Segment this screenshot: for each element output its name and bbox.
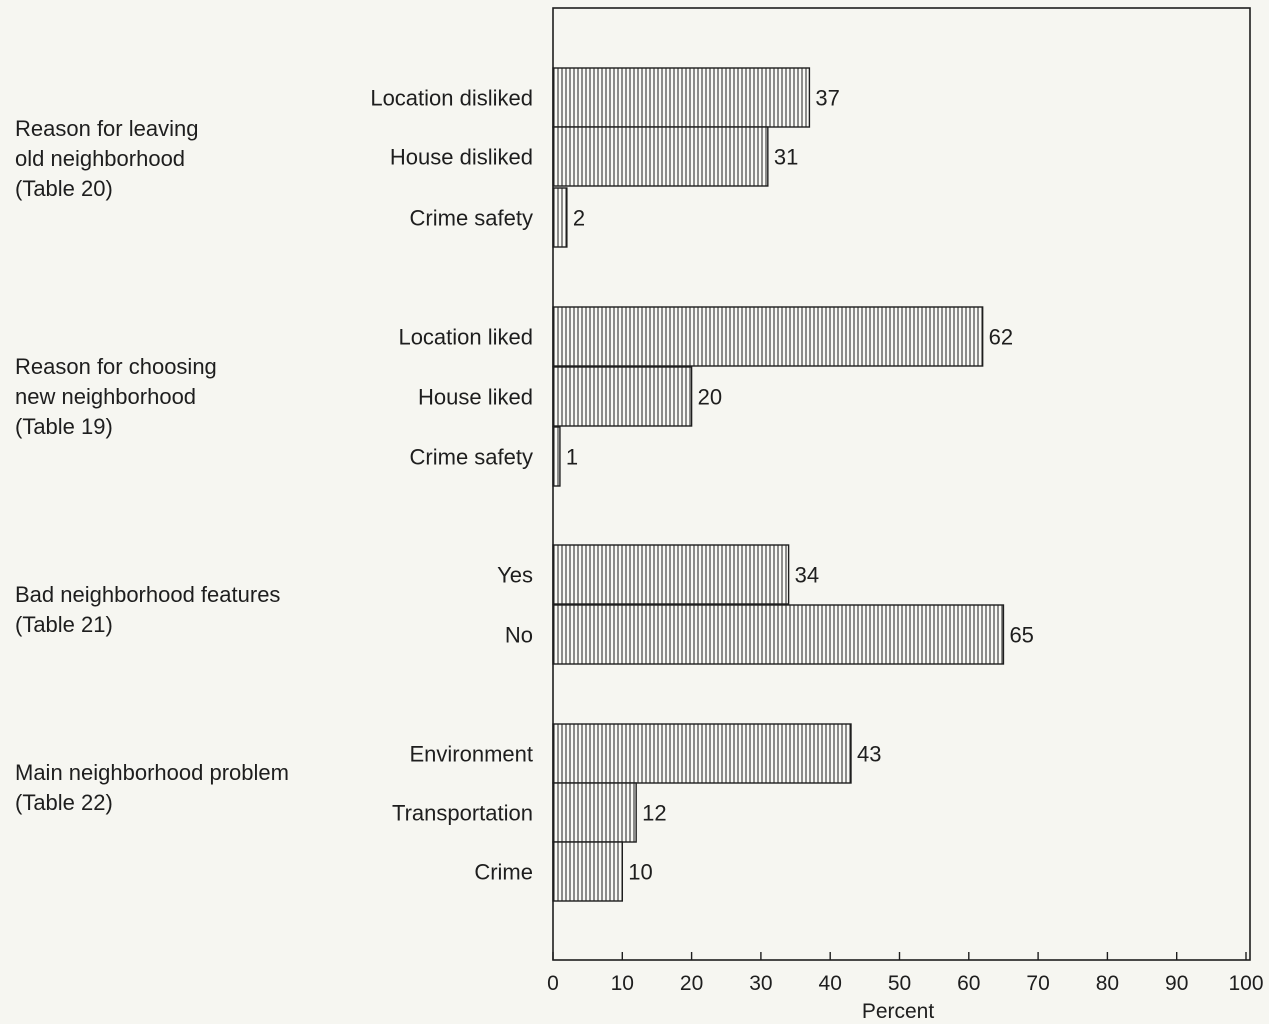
group-label: Main neighborhood problem (Table 22) (15, 760, 289, 815)
data-label: 1 (566, 445, 578, 470)
bar (552, 126, 769, 187)
x-tick-label: 50 (888, 972, 911, 995)
category-label: Crime safety (410, 206, 533, 231)
bar (552, 723, 852, 784)
category-label: House liked (418, 385, 533, 410)
category-label: No (505, 623, 533, 648)
x-tick-label: 60 (957, 972, 980, 995)
bars-layer (552, 67, 1005, 902)
data-label: 43 (857, 742, 881, 767)
category-label: Location disliked (370, 86, 533, 111)
group-label: Bad neighborhood features (Table 21) (15, 582, 281, 637)
category-label: Yes (497, 563, 533, 588)
bar (552, 544, 790, 605)
x-tick-label: 20 (680, 972, 703, 995)
category-label: House disliked (390, 145, 533, 170)
x-axis-title: Percent (862, 1000, 935, 1023)
category-label: Crime (474, 860, 533, 885)
bar (552, 782, 637, 843)
bar (552, 187, 568, 248)
category-label: Transportation (392, 801, 533, 826)
x-tick-label: 70 (1026, 972, 1049, 995)
labels-layer: Location disliked 37 House disliked 31 Crime… (370, 86, 1034, 885)
x-tick-label: 40 (819, 972, 842, 995)
x-axis-ticks: 0 10 20 30 40 50 60 70 80 90 100 (547, 952, 1264, 995)
bar (552, 841, 624, 902)
bar (552, 426, 561, 487)
data-label: 65 (1009, 623, 1033, 648)
category-label: Environment (409, 742, 533, 767)
category-label: Location liked (398, 325, 533, 350)
data-label: 37 (815, 86, 839, 111)
x-tick-label: 10 (611, 972, 634, 995)
data-label: 12 (642, 801, 666, 826)
data-label: 2 (573, 206, 585, 231)
data-label: 31 (774, 145, 798, 170)
x-tick-label: 90 (1165, 972, 1188, 995)
group-label: Reason for choosing new neighborhood (Ta… (15, 354, 217, 439)
bar (552, 67, 811, 128)
data-label: 62 (989, 325, 1013, 350)
bar (552, 366, 693, 427)
group-label: Reason for leaving old neighborhood (Tab… (15, 116, 199, 201)
x-tick-label: 30 (749, 972, 772, 995)
bar (552, 604, 1005, 665)
data-label: 34 (795, 563, 819, 588)
x-tick-label: 0 (547, 972, 559, 995)
data-label: 20 (698, 385, 722, 410)
category-label: Crime safety (410, 445, 533, 470)
data-label: 10 (628, 860, 652, 885)
bar (552, 306, 984, 367)
x-tick-label: 100 (1228, 972, 1263, 995)
x-tick-label: 80 (1096, 972, 1119, 995)
